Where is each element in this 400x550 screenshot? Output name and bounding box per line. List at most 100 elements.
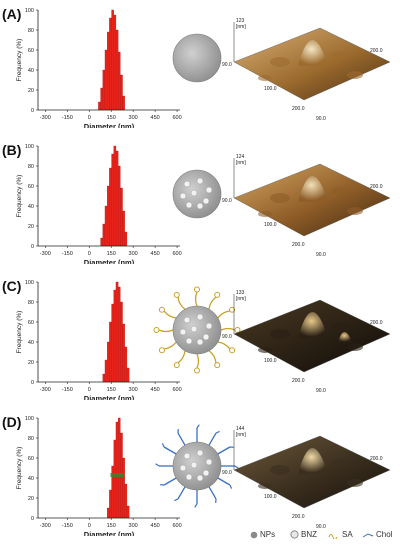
sa-ligand-head	[229, 306, 236, 313]
legend-label: Chol	[376, 530, 393, 539]
y-tick-label: 60	[28, 184, 34, 190]
afm-peak-label: 144	[236, 426, 245, 432]
x-tick-label: -150	[62, 115, 73, 121]
sa-ligand-icon	[328, 533, 338, 539]
y-tick-label: 100	[25, 144, 34, 150]
histogram-bar	[122, 457, 125, 519]
histogram-bar	[126, 505, 130, 519]
sa-ligand-head	[194, 286, 200, 293]
bnz-drug-dot	[185, 201, 193, 209]
legend-item-chol: Chol	[362, 530, 392, 539]
sa-ligand	[196, 353, 200, 369]
chol-ligand	[177, 432, 186, 446]
histogram-bar	[102, 373, 106, 383]
histogram-bar	[111, 153, 114, 247]
afm-peak-secondary	[338, 332, 352, 342]
afm-axis-label: 90.0	[316, 252, 326, 258]
histogram-bar	[104, 359, 108, 383]
afm-axis-label: 90.0	[222, 198, 232, 204]
histogram-bar	[98, 101, 101, 111]
bnz-drug-dot	[190, 461, 198, 469]
x-tick-label: 450	[151, 523, 160, 529]
histogram-bar	[109, 17, 112, 111]
chol-ligand-branch	[229, 484, 233, 489]
y-axis-label: Frequency (%)	[16, 175, 23, 218]
histogram-bar	[104, 205, 108, 247]
histogram-bar	[117, 417, 121, 519]
chol-ligand	[217, 477, 231, 486]
panel-label: (D)	[2, 414, 22, 430]
afm-bump	[258, 347, 272, 353]
bnz-drug-dot	[202, 197, 210, 205]
bnz-drug-dot	[196, 202, 204, 210]
afm-peak	[298, 448, 328, 474]
afm-unit-label: [nm]	[236, 432, 246, 438]
afm-axis-label: 200.0	[292, 514, 305, 520]
afm-axis-label: 90.0	[222, 62, 232, 68]
chol-ligand-branch	[215, 430, 220, 434]
histogram-bar	[107, 185, 110, 247]
afm-bump	[331, 187, 349, 195]
bnz-drug-dot	[205, 458, 213, 466]
afm-unit-label: [nm]	[236, 160, 246, 166]
x-tick-label: 0	[88, 115, 91, 121]
y-tick-label: 40	[28, 476, 34, 482]
x-tick-label: 150	[107, 251, 116, 257]
bnz-drug-dot	[196, 177, 204, 185]
histogram-bar	[104, 49, 108, 111]
y-tick-label: 0	[31, 108, 34, 114]
afm-image: 144[nm] 90.0 100.0 200.0 200.0 90.0	[222, 426, 391, 530]
afm-bump	[258, 211, 272, 217]
histogram-bar	[117, 51, 121, 111]
afm-axis-label: 200.0	[370, 456, 383, 462]
y-tick-label: 20	[28, 496, 34, 502]
histogram-bar	[100, 87, 103, 111]
chol-ligand	[208, 486, 217, 500]
histogram-bar	[124, 346, 128, 383]
x-tick-label: 600	[172, 523, 181, 529]
sa-ligand	[217, 310, 231, 319]
y-tick-label: 20	[28, 224, 34, 230]
y-tick-label: 100	[25, 416, 34, 422]
sa-ligand	[163, 310, 177, 319]
bnz-drug-dot	[205, 322, 213, 330]
sa-ligand-head	[173, 291, 180, 298]
histogram-bar	[120, 74, 123, 111]
histogram-bar	[120, 301, 123, 383]
y-tick-label: 0	[31, 380, 34, 386]
bnz-drug-dot	[179, 192, 187, 200]
chol-ligand	[208, 432, 217, 446]
x-tick-label: 300	[129, 523, 138, 529]
x-tick-label: 0	[88, 387, 91, 393]
sa-ligand	[177, 350, 186, 364]
x-tick-label: -300	[40, 251, 51, 257]
afm-axis-label: 100.0	[264, 494, 277, 500]
afm-bump	[347, 71, 363, 79]
nps-dot-icon	[250, 531, 258, 538]
afm-peak	[298, 312, 328, 338]
afm-bump	[270, 57, 290, 67]
afm-axis-label: 90.0	[222, 334, 232, 340]
histogram-bar	[115, 281, 119, 383]
y-tick-label: 40	[28, 68, 34, 74]
chol-ligand	[177, 486, 186, 500]
y-tick-label: 100	[25, 280, 34, 286]
afm-axis-label: 90.0	[222, 470, 232, 476]
x-tick-label: 300	[129, 387, 138, 393]
overlay-stripe	[110, 473, 124, 477]
x-tick-label: 150	[107, 387, 116, 393]
afm-peak	[298, 176, 328, 202]
histogram-bar	[100, 237, 103, 247]
bnz-drug-dot	[196, 474, 204, 482]
histogram-bar	[124, 231, 128, 247]
histogram-bar	[111, 9, 114, 111]
afm-bump	[258, 483, 272, 489]
y-tick-label: 60	[28, 456, 34, 462]
nanoparticle-schematic	[172, 33, 222, 83]
histogram-bar	[107, 31, 110, 111]
chol-ligand	[163, 477, 177, 486]
histogram-bar	[122, 210, 125, 247]
histogram-bar	[117, 165, 121, 247]
histogram-bar	[122, 323, 125, 383]
chol-ligand	[163, 446, 177, 455]
